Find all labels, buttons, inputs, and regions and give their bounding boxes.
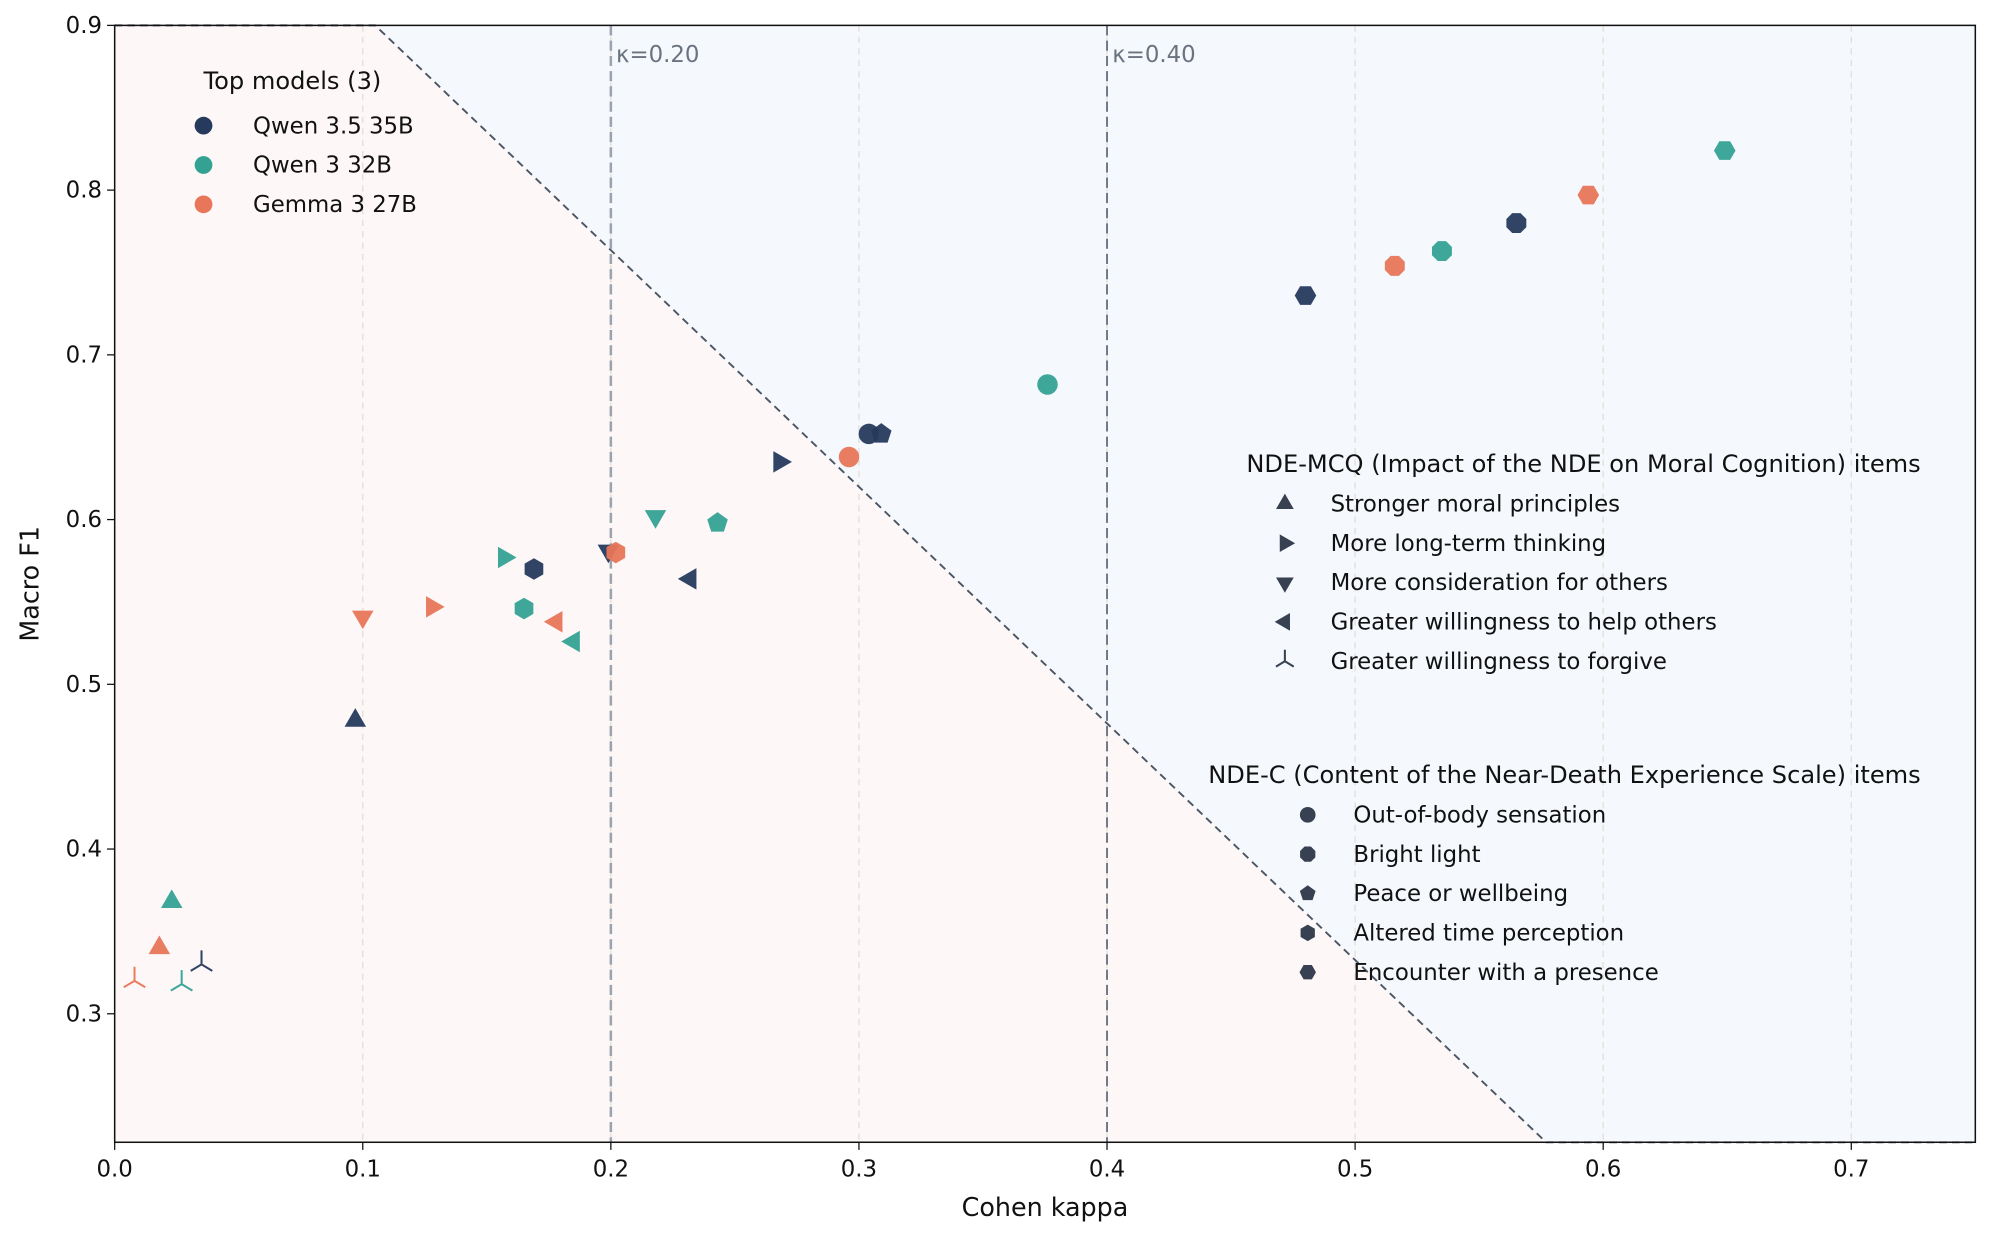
legend-model-label: Gemma 3 27B <box>253 192 417 218</box>
legend-model-swatch <box>194 116 213 135</box>
data-point-triangle-right <box>497 546 517 569</box>
models-legend-title: Top models (3) <box>203 67 382 95</box>
marker-circle <box>1299 806 1316 823</box>
data-point-hexagon-flat <box>1713 141 1736 160</box>
legend-ndec-label: Altered time perception <box>1353 920 1624 946</box>
data-point-hexagon-flat <box>1294 286 1317 305</box>
data-point-triangle-down <box>644 510 667 529</box>
legend-model-swatch <box>194 195 213 214</box>
legend-ndec-label: Bright light <box>1353 842 1480 868</box>
marker-triangle-down <box>1276 577 1294 593</box>
marker-triangle-right <box>1279 534 1296 553</box>
region-below <box>114 25 1976 1143</box>
data-point-triangle-up <box>148 935 171 955</box>
marker-hexagon <box>1300 924 1315 942</box>
data-point-triangle-right <box>426 596 445 618</box>
data-point-triangle-left <box>561 630 580 653</box>
y-tick-label: 0.6 <box>66 507 102 533</box>
marker-triangle-up <box>1276 493 1294 509</box>
legend-ndec-label: Peace or wellbeing <box>1353 881 1568 907</box>
marker-pentagon <box>1299 885 1316 901</box>
data-point-hexagon <box>606 541 626 564</box>
y-tick-label: 0.8 <box>66 178 102 204</box>
mcq-legend-title: NDE-MCQ (Impact of the NDE on Moral Cogn… <box>1246 450 1920 478</box>
y-axis-label: Macro F1 <box>15 526 45 642</box>
x-tick-label: 0.6 <box>1585 1157 1621 1183</box>
legend-model-label: Qwen 3 32B <box>253 153 392 179</box>
data-point-circle <box>838 446 860 468</box>
x-tick-label: 0.3 <box>841 1157 877 1183</box>
x-tick-label: 0.4 <box>1089 1157 1125 1183</box>
kappa-040-label: κ=0.40 <box>1112 42 1195 68</box>
data-point-tri <box>170 970 193 992</box>
y-tick-label: 0.7 <box>66 342 102 368</box>
data-point-circle <box>1037 374 1058 395</box>
y-tick-label: 0.5 <box>66 672 102 698</box>
legend-mcq-label: More consideration for others <box>1331 570 1668 596</box>
y-tick-label: 0.3 <box>66 1001 102 1027</box>
legend-mcq-label: Stronger moral principles <box>1331 491 1620 517</box>
x-tick-label: 0.5 <box>1337 1157 1373 1183</box>
x-tick-label: 0.7 <box>1833 1157 1869 1183</box>
data-point-triangle-right <box>773 451 792 473</box>
marker-triangle-left <box>1274 613 1290 631</box>
data-point-hexagon <box>514 597 534 620</box>
x-tick-label: 0.2 <box>593 1157 629 1183</box>
data-point-triangle-up <box>160 889 183 908</box>
data-point-pentagon <box>871 423 892 443</box>
y-tick-label: 0.4 <box>66 837 102 863</box>
legend-ndec-label: Out-of-body sensation <box>1353 802 1606 828</box>
legend-mcq-label: Greater willingness to help others <box>1331 610 1717 636</box>
data-point-octagon <box>1506 213 1527 234</box>
data-point-triangle-left <box>677 568 697 590</box>
data-point-pentagon <box>707 512 728 532</box>
marker-hexagon-flat <box>1299 965 1316 980</box>
ndec-legend-title: NDE-C (Content of the Near-Death Experie… <box>1208 761 1920 789</box>
legend-ndec-label: Encounter with a presence <box>1353 960 1658 986</box>
legend-mcq-label: Greater willingness to forgive <box>1331 649 1667 675</box>
x-tick-label: 0.0 <box>97 1157 133 1183</box>
data-point-triangle-up <box>344 708 367 727</box>
data-point-hexagon <box>524 558 544 580</box>
x-axis-label: Cohen kappa <box>962 1192 1129 1222</box>
data-point-octagon <box>1384 255 1405 276</box>
data-point-triangle-left <box>543 610 563 633</box>
data-point-octagon <box>1431 241 1452 262</box>
legend-model-label: Qwen 3.5 35B <box>253 113 414 139</box>
marker-tri <box>1275 649 1295 668</box>
data-point-tri <box>123 966 146 989</box>
legend-model-swatch <box>194 156 213 174</box>
marker-octagon <box>1300 846 1316 862</box>
data-point-triangle-down <box>352 610 374 630</box>
x-tick-label: 0.1 <box>345 1157 381 1183</box>
data-point-tri <box>190 950 213 972</box>
data-point-hexagon-flat <box>1577 185 1600 205</box>
legend-mcq-label: More long-term thinking <box>1331 531 1607 557</box>
plot-frame <box>113 24 1977 1144</box>
kappa-020-label: κ=0.20 <box>616 42 699 68</box>
y-tick-label: 0.9 <box>66 13 102 39</box>
